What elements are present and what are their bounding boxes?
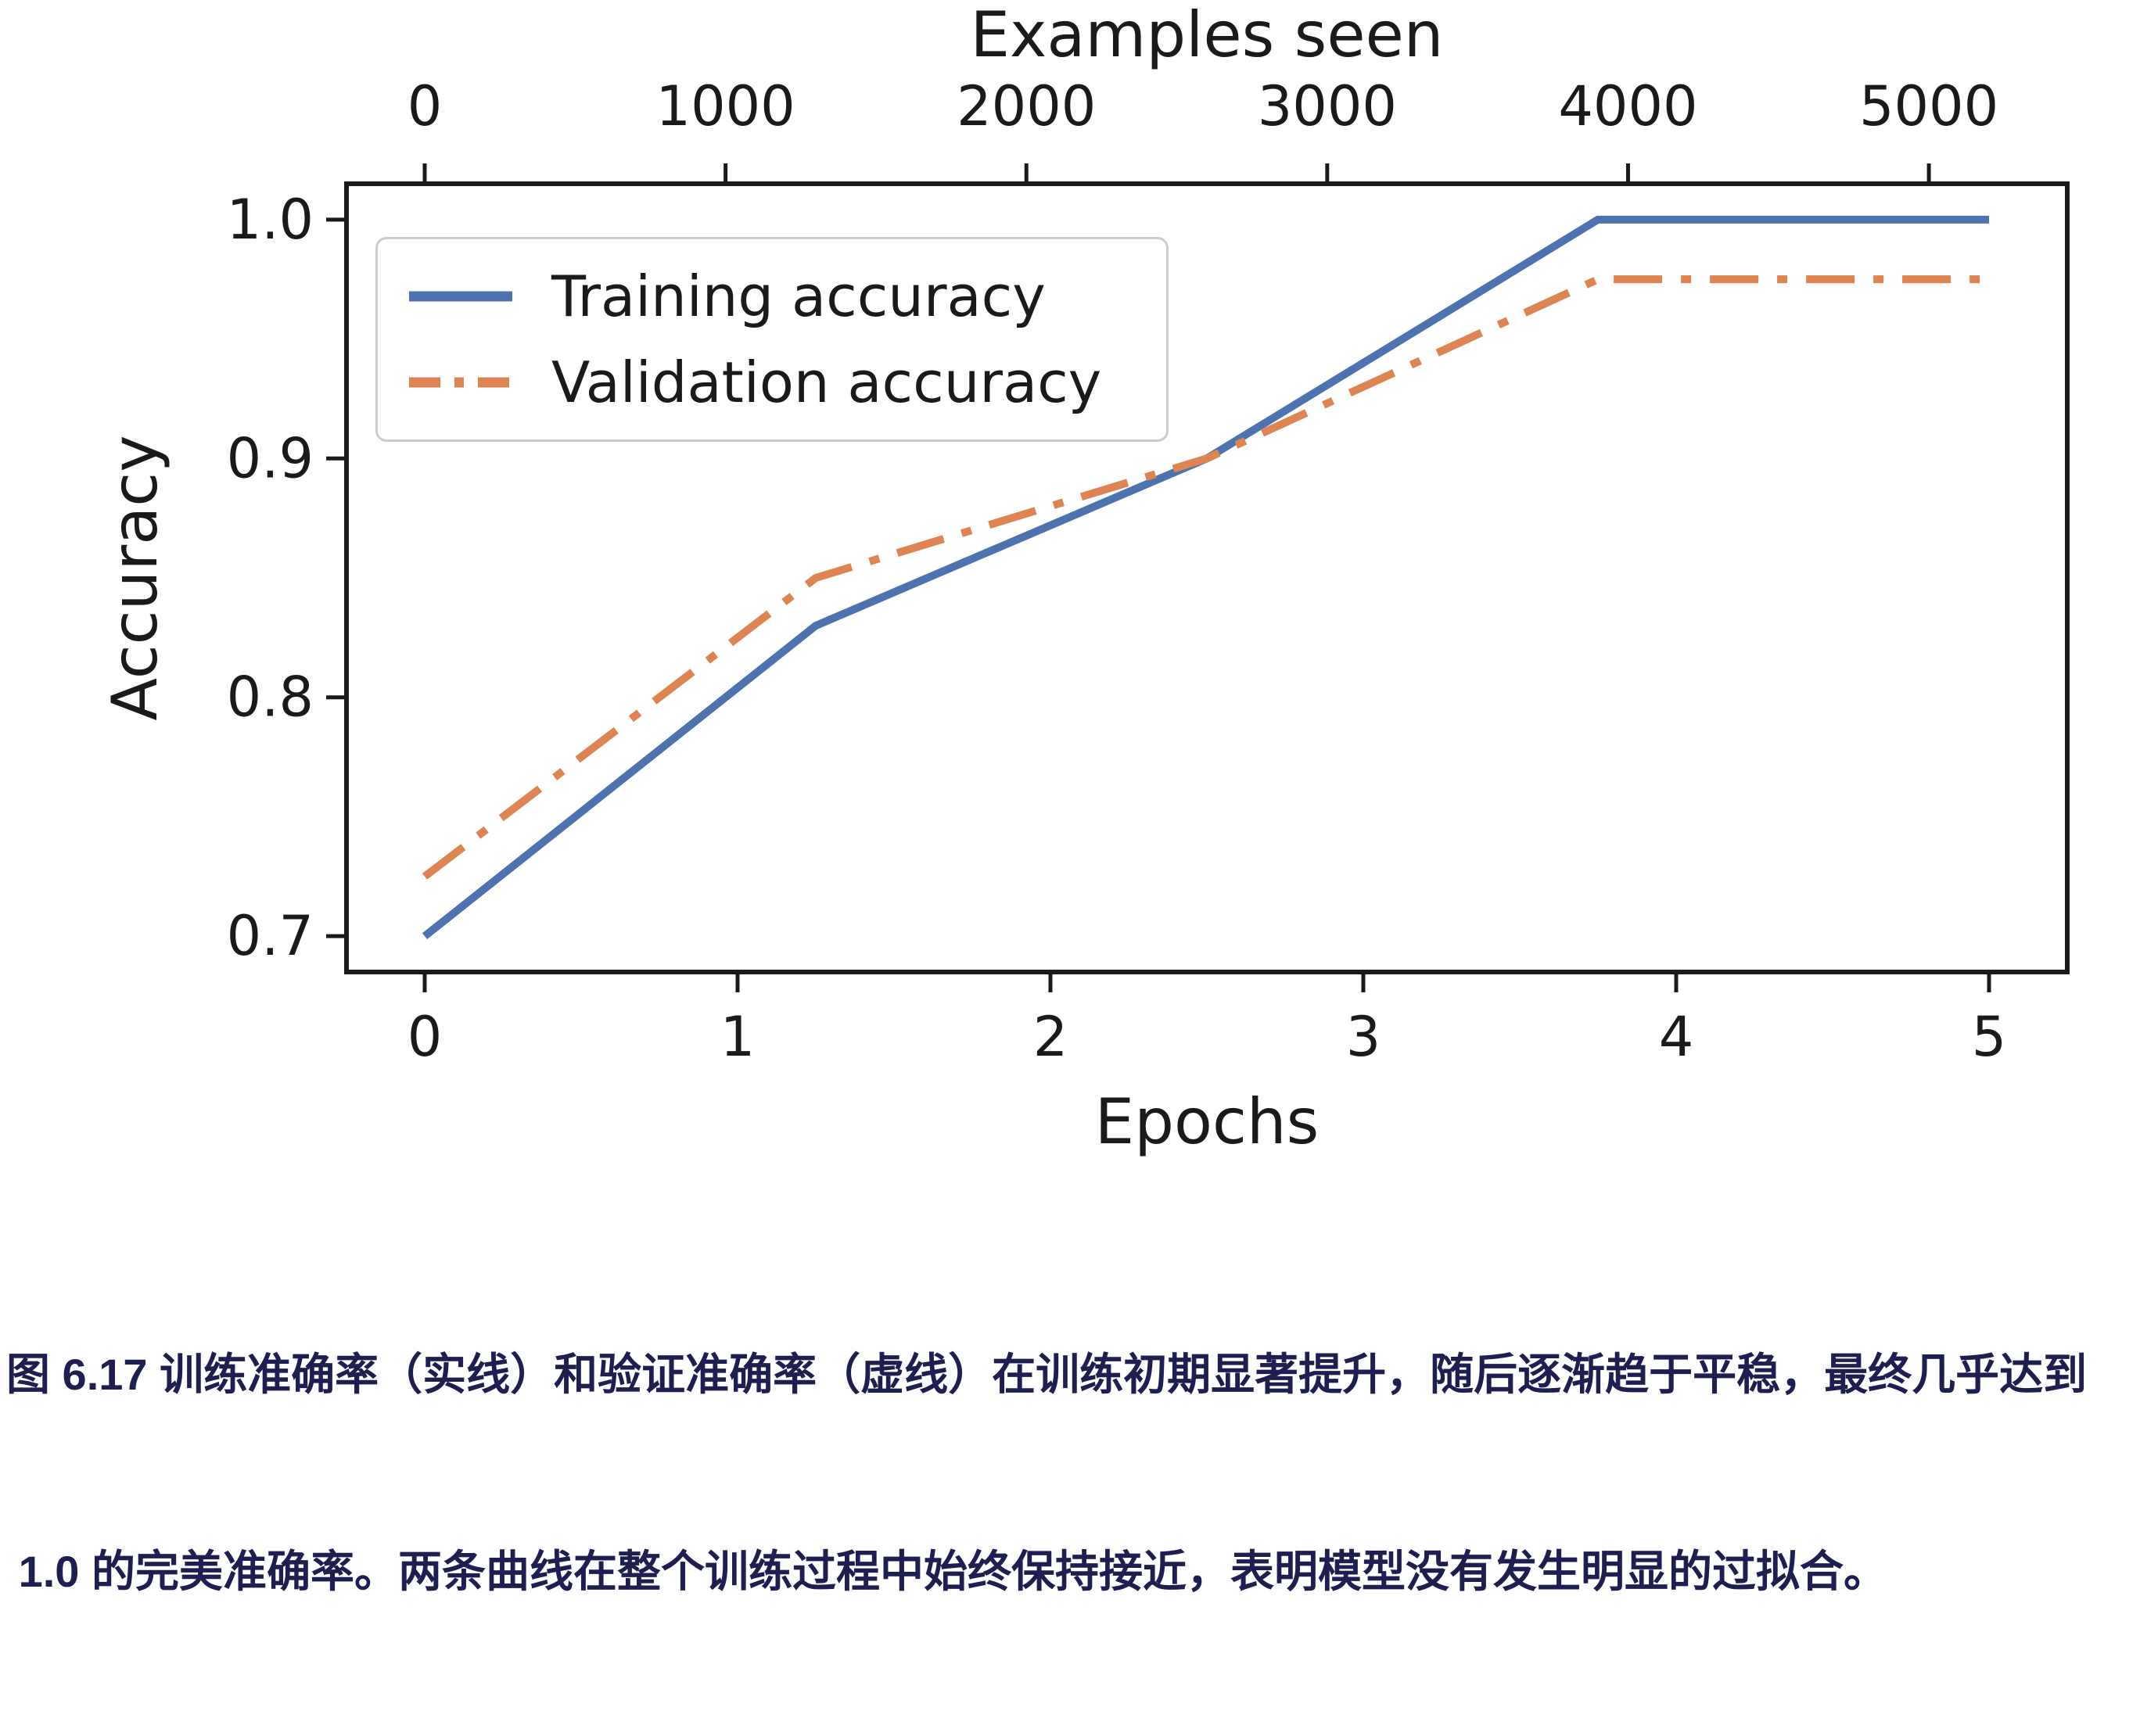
- y-axis-title: Accuracy: [99, 435, 171, 720]
- series-line-validation: [422, 275, 1989, 880]
- figure: Examples seen Epochs Accuracy 0 1 2 3 4 5 0 100…: [6, 0, 2088, 1596]
- top-axis-title: Examples seen: [971, 0, 1444, 71]
- y-tick-label: 0.8: [227, 665, 314, 730]
- axis-ticks: 0 1 2 3 4 5 0 1000 2000 3000 4000 5000 0.7 0.8 0.9 1.0: [227, 74, 2007, 1069]
- legend-label-training: Training accuracy: [551, 263, 1046, 329]
- x-axis-title: Epochs: [1095, 1085, 1320, 1158]
- training-line-sample-icon: [409, 291, 512, 302]
- top-tick-label: 1000: [656, 74, 795, 138]
- x-tick-label: 4: [1659, 1005, 1694, 1069]
- legend-entry-training: Training accuracy: [406, 264, 1166, 329]
- top-tick-label: 3000: [1258, 74, 1397, 138]
- y-tick-label: 1.0: [227, 188, 314, 252]
- chart-legend: Training accuracy Validation accuracy: [375, 237, 1169, 442]
- legend-label-validation: Validation accuracy: [551, 350, 1102, 416]
- accuracy-line-chart: Examples seen Epochs Accuracy 0 1 2 3 4 5 0 100…: [99, 0, 2070, 1158]
- x-tick-label: 2: [1033, 1005, 1068, 1069]
- x-tick-label: 1: [720, 1005, 756, 1069]
- caption-line-1: 图 6.17 训练准确率（实线）和验证准确率（虚线）在训练初期显著提升，随后逐渐…: [6, 1350, 2088, 1399]
- x-tick-label: 0: [408, 1005, 443, 1069]
- plot-border: [344, 181, 2070, 974]
- y-tick-label: 0.7: [227, 904, 314, 968]
- figure-caption: 图 6.17 训练准确率（实线）和验证准确率（虚线）在训练初期显著提升，随后逐渐…: [6, 1211, 2134, 1736]
- top-tick-label: 0: [408, 74, 443, 138]
- x-tick-label: 5: [1972, 1005, 2007, 1069]
- caption-line-2: 1.0 的完美准确率。两条曲线在整个训练过程中始终保持接近，表明模型没有发生明显…: [6, 1547, 1887, 1596]
- top-tick-label: 2000: [957, 74, 1096, 138]
- x-tick-label: 3: [1346, 1005, 1381, 1069]
- legend-entry-validation: Validation accuracy: [406, 350, 1166, 415]
- top-tick-label: 4000: [1558, 74, 1697, 138]
- validation-line-sample-icon: [409, 377, 512, 388]
- data-series: [422, 215, 1989, 940]
- y-tick-label: 0.9: [227, 426, 314, 490]
- plot-spines: [344, 181, 2070, 974]
- top-tick-label: 5000: [1859, 74, 1998, 138]
